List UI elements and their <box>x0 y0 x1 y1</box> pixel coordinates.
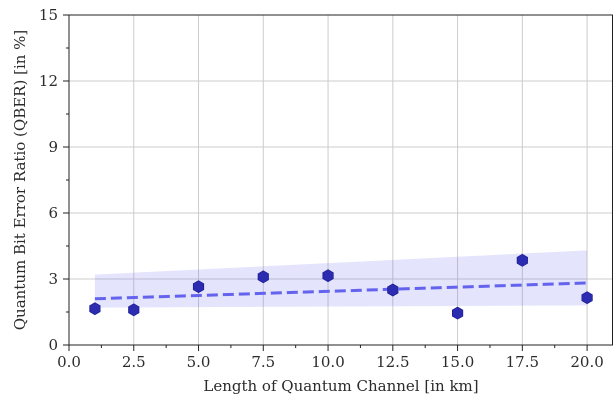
confidence-band <box>94 250 588 308</box>
y-axis-label: Quantum Bit Error Ratio (QBER) [in %] <box>11 30 29 331</box>
data-point <box>581 291 593 305</box>
data-point <box>451 306 464 320</box>
data-point <box>516 253 528 267</box>
data-point <box>192 280 205 294</box>
trend-line <box>94 281 588 301</box>
x-tick-label: 15.0 <box>441 353 474 371</box>
x-tick-label: 20.0 <box>570 353 603 371</box>
x-tick-label: 7.5 <box>251 353 275 371</box>
data-point <box>257 270 269 284</box>
y-tick-label: 9 <box>48 138 58 156</box>
y-tick-label: 0 <box>48 336 58 354</box>
data-point <box>89 302 101 316</box>
y-tick-label: 6 <box>48 204 58 222</box>
x-tick-label: 0.0 <box>57 353 81 371</box>
y-tick-label: 12 <box>39 72 58 90</box>
data-point <box>322 269 334 283</box>
x-axis-ticks: 0.0 2.5 5.0 7.5 10.0 12.5 15.0 17.5 20.0 <box>57 345 604 371</box>
x-tick-label: 17.5 <box>506 353 539 371</box>
data-point <box>128 303 140 317</box>
data-points <box>89 253 593 320</box>
y-tick-label: 3 <box>48 270 58 288</box>
data-point <box>387 283 399 297</box>
x-tick-label: 12.5 <box>376 353 409 371</box>
x-tick-label: 5.0 <box>187 353 211 371</box>
y-tick-label: 15 <box>39 6 58 24</box>
x-axis-label: Length of Quantum Channel [in km] <box>203 377 478 395</box>
x-tick-label: 2.5 <box>122 353 146 371</box>
y-axis-ticks: 0 3 6 9 12 15 <box>39 6 69 354</box>
x-tick-label: 10.0 <box>311 353 344 371</box>
